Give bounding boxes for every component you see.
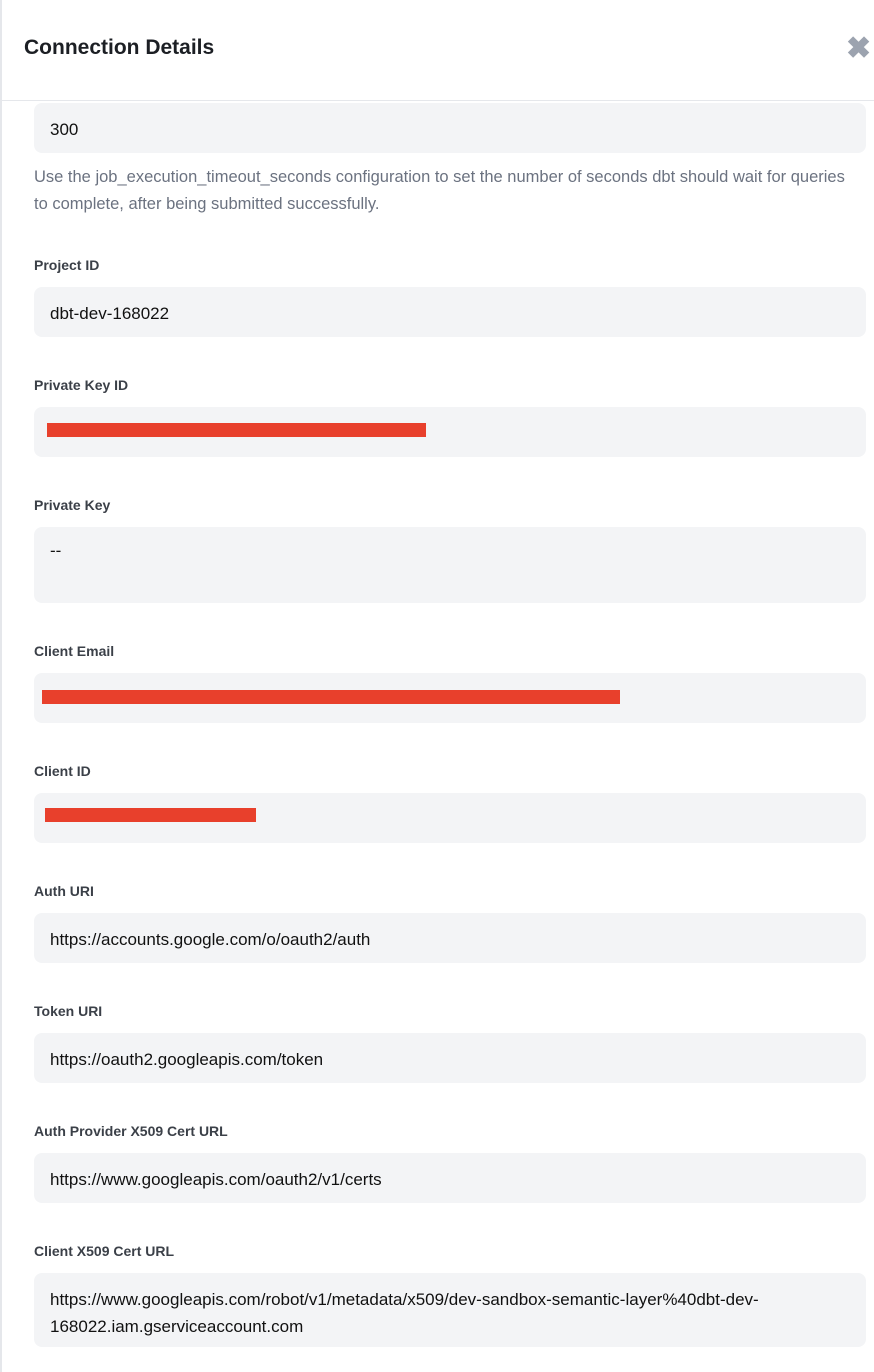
redaction (45, 808, 256, 822)
timeout-input[interactable]: 300 (34, 103, 866, 153)
text-input[interactable]: https://www.googleapis.com/oauth2/v1/cer… (34, 1153, 866, 1203)
textarea[interactable]: -- (34, 527, 866, 603)
field-label: Client ID (34, 763, 91, 779)
text-input[interactable]: https://www.googleapis.com/robot/v1/meta… (34, 1273, 866, 1347)
field-label: Private Key (34, 497, 111, 513)
field-label: Client X509 Cert URL (34, 1243, 175, 1259)
field-label: Token URI (34, 1003, 103, 1019)
field-label: Client Email (34, 643, 115, 659)
panel-title: Connection Details (24, 36, 215, 59)
field-label: Auth URI (34, 883, 94, 899)
divider (2, 100, 874, 101)
help-text: Use the job_execution_timeout_seconds co… (34, 168, 845, 213)
redaction (47, 423, 426, 437)
close-button[interactable]: ✖ (846, 32, 872, 65)
panel-edge (0, 0, 2, 1372)
redaction (42, 690, 620, 704)
field-label: Project ID (34, 257, 100, 273)
text-input[interactable]: https://oauth2.googleapis.com/token (34, 1033, 866, 1083)
text-input[interactable]: dbt-dev-168022 (34, 287, 866, 337)
text-input[interactable]: https://accounts.google.com/o/oauth2/aut… (34, 913, 866, 963)
field-label: Auth Provider X509 Cert URL (34, 1123, 228, 1139)
field-label: Private Key ID (34, 377, 129, 393)
